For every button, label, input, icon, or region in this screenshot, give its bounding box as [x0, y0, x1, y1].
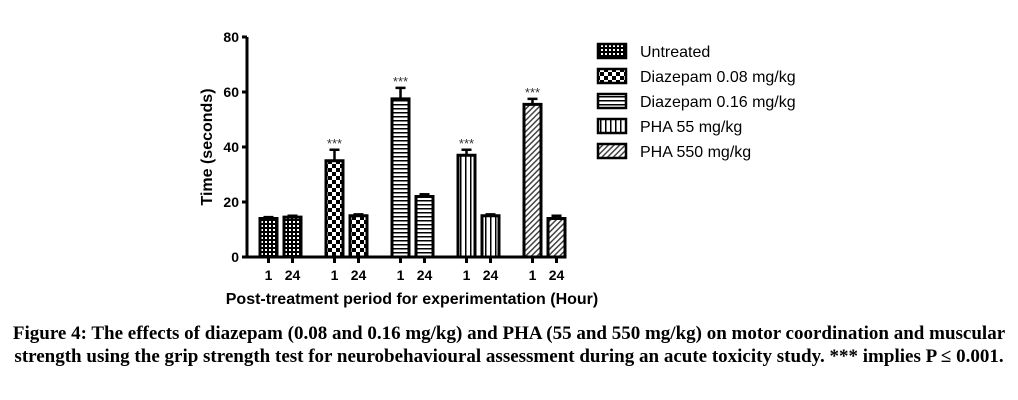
bar-4-0 — [522, 102, 543, 259]
legend-label: Diazepam 0.16 mg/kg — [640, 94, 796, 111]
significance-label: *** — [459, 136, 474, 151]
x-tick-label: 1 — [397, 267, 405, 283]
bar-1-0 — [324, 159, 345, 259]
bar-3-1 — [480, 214, 501, 259]
significance-label: *** — [327, 136, 342, 151]
legend-label: PHA 55 mg/kg — [640, 119, 742, 136]
x-tick-label: 24 — [549, 267, 565, 283]
x-tick-label: 1 — [529, 267, 537, 283]
x-tick-label: 1 — [463, 267, 471, 283]
legend-label: PHA 550 mg/kg — [640, 144, 751, 161]
legend-label: Untreated — [640, 44, 710, 61]
x-tick-label: 1 — [265, 267, 273, 283]
y-tick-label: 60 — [223, 84, 239, 100]
legend-swatch — [596, 67, 628, 85]
bar-0-1 — [282, 215, 303, 259]
x-tick-label: 24 — [417, 267, 433, 283]
x-tick-label: 1 — [331, 267, 339, 283]
bar-4-1 — [546, 217, 567, 259]
x-tick-label: 24 — [351, 267, 367, 283]
legend-swatch — [596, 42, 628, 60]
legend-label: Diazepam 0.08 mg/kg — [640, 69, 796, 86]
y-tick-label: 40 — [223, 139, 239, 155]
figure-caption: Figure 4: The effects of diazepam (0.08 … — [12, 323, 1006, 367]
x-axis-label: Post-treatment period for experimentatio… — [226, 291, 598, 308]
x-tick-label: 24 — [483, 267, 499, 283]
bar-2-0 — [390, 97, 411, 259]
x-tick-label: 24 — [285, 267, 301, 283]
y-tick-label: 20 — [223, 194, 239, 210]
bar-chart: 0 20 40 60 80 1 24 1 *** 24 1 *** 24 1 *** 24 1 *** 24 Tim… — [199, 29, 796, 308]
bar-1-1 — [348, 214, 369, 259]
significance-label: *** — [525, 85, 540, 100]
legend: Untreated Diazepam 0.08 mg/kg Diazepam 0.1… — [596, 42, 796, 161]
significance-label: *** — [393, 74, 408, 89]
bar-3-0 — [456, 153, 477, 259]
y-tick-label: 80 — [223, 29, 239, 45]
y-tick-label: 0 — [231, 249, 239, 265]
y-axis-label: Time (seconds) — [199, 88, 216, 205]
legend-swatch — [596, 142, 628, 160]
bar-2-1 — [414, 195, 435, 259]
bar-0-0 — [258, 217, 279, 259]
legend-swatch — [596, 117, 628, 135]
legend-swatch — [596, 92, 628, 110]
